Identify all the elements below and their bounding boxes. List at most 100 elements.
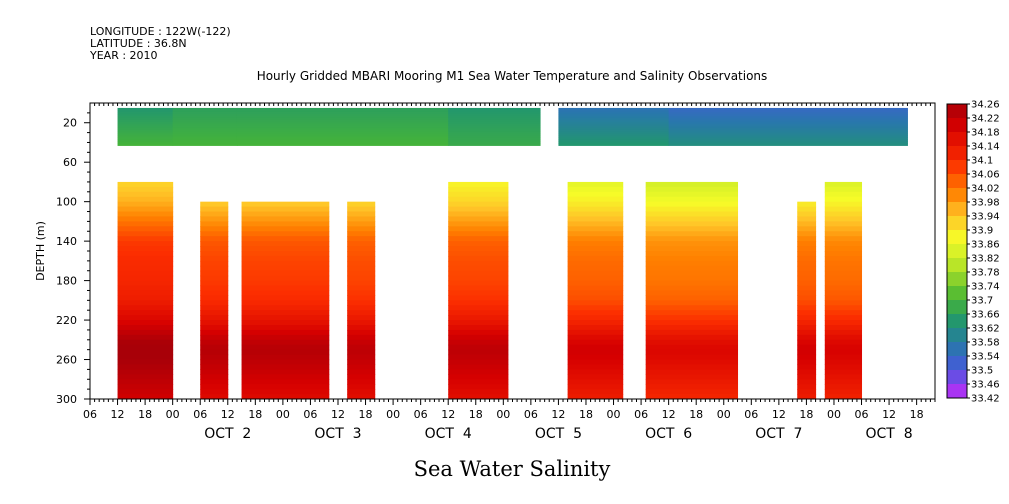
heatmap-cell <box>117 196 174 203</box>
heatmap-cell <box>645 300 739 306</box>
heatmap-cell <box>824 255 863 262</box>
heatmap-cell <box>448 109 541 113</box>
y-tick-label: 180 <box>56 275 77 288</box>
heatmap-cell <box>645 344 739 351</box>
heatmap-cell <box>668 113 908 117</box>
heatmap-cell <box>797 339 817 346</box>
heatmap-cell <box>448 280 509 287</box>
y-tick-label: 260 <box>56 354 77 367</box>
salinity-heatmap-cells <box>117 107 908 399</box>
y-tick-label: 20 <box>63 117 77 130</box>
colorbar-swatch <box>947 146 967 161</box>
x-hour-tick-label: 12 <box>882 408 896 421</box>
heatmap-cell <box>236 117 449 121</box>
heatmap-cell <box>200 315 229 321</box>
heatmap-cell <box>797 211 817 218</box>
heatmap-cell <box>241 354 330 361</box>
heatmap-cell <box>448 275 509 282</box>
heatmap-cell <box>172 139 238 142</box>
heatmap-cell <box>241 275 330 282</box>
colorbar-swatch <box>947 188 967 203</box>
x-hour-tick-label: 06 <box>303 408 317 421</box>
heatmap-cell <box>797 246 817 252</box>
heatmap-cell <box>558 141 670 144</box>
heatmap-cell <box>824 300 863 306</box>
x-hour-tick-label: 12 <box>331 408 345 421</box>
heatmap-cell <box>241 285 330 292</box>
heatmap-cell <box>117 119 174 123</box>
heatmap-cell <box>448 246 509 252</box>
heatmap-cell <box>241 339 330 346</box>
heatmap-cell <box>824 329 863 336</box>
heatmap-cell <box>824 270 863 277</box>
heatmap-cell <box>567 241 624 247</box>
heatmap-cell <box>200 221 229 227</box>
heatmap-cell <box>448 354 509 361</box>
heatmap-cell <box>567 255 624 262</box>
colorbar-label: 33.54 <box>971 352 1000 363</box>
heatmap-cell <box>567 359 624 366</box>
deep-segment <box>567 181 624 399</box>
heatmap-cell <box>448 334 509 341</box>
heatmap-cell <box>448 325 509 331</box>
heatmap-cell <box>172 143 238 146</box>
heatmap-cell <box>241 394 330 399</box>
heatmap-cell <box>797 344 817 351</box>
heatmap-cell <box>645 265 739 272</box>
x-hour-tick-label: 18 <box>910 408 924 421</box>
heatmap-cell <box>797 379 817 385</box>
heatmap-cell <box>117 285 174 292</box>
heatmap-cell <box>645 211 739 218</box>
heatmap-cell <box>645 251 739 257</box>
heatmap-cell <box>824 251 863 257</box>
x-date-label: OCT 2 <box>204 426 251 442</box>
heatmap-cell <box>448 231 509 237</box>
heatmap-cell <box>448 201 509 208</box>
heatmap-cell <box>645 186 739 193</box>
heatmap-cell <box>200 265 229 272</box>
y-tick-label: 300 <box>56 393 77 406</box>
heatmap-cell <box>797 251 817 257</box>
heatmap-cell <box>824 196 863 203</box>
heatmap-cell <box>117 131 174 135</box>
x-hour-tick-label: 18 <box>138 408 152 421</box>
heatmap-cell <box>558 111 670 115</box>
x-date-label: OCT 4 <box>425 426 472 442</box>
heatmap-cell <box>645 260 739 267</box>
heatmap-cell <box>241 344 330 351</box>
heatmap-cell <box>448 389 509 395</box>
heatmap-cell <box>448 121 541 125</box>
heatmap-cell <box>117 226 174 232</box>
heatmap-cell <box>236 143 449 146</box>
heatmap-cell <box>200 251 229 257</box>
heatmap-cell <box>558 127 670 131</box>
heatmap-cell <box>645 295 739 301</box>
heatmap-cell <box>645 216 739 222</box>
heatmap-cell <box>117 107 174 111</box>
x-hour-tick-label: 18 <box>689 408 703 421</box>
heatmap-cell <box>117 369 174 375</box>
heatmap-cell <box>797 226 817 232</box>
heatmap-cell <box>824 211 863 218</box>
heatmap-cell <box>347 255 376 262</box>
heatmap-cell <box>236 137 449 141</box>
heatmap-cell <box>797 231 817 237</box>
heatmap-cell <box>117 241 174 247</box>
heatmap-cell <box>448 255 509 262</box>
heatmap-cell <box>241 379 330 385</box>
heatmap-cell <box>347 374 376 380</box>
heatmap-cell <box>797 275 817 282</box>
heatmap-cell <box>567 221 624 227</box>
heatmap-cell <box>241 260 330 267</box>
heatmap-cell <box>797 389 817 395</box>
heatmap-cell <box>567 334 624 341</box>
heatmap-cell <box>645 379 739 385</box>
heatmap-cell <box>668 129 908 133</box>
x-hour-tick-label: 00 <box>827 408 841 421</box>
y-tick-label: 100 <box>56 196 77 209</box>
shallow-segment <box>117 107 174 146</box>
heatmap-cell <box>347 389 376 395</box>
heatmap-cell <box>117 236 174 242</box>
heatmap-cell <box>567 181 624 188</box>
heatmap-cell <box>200 325 229 331</box>
